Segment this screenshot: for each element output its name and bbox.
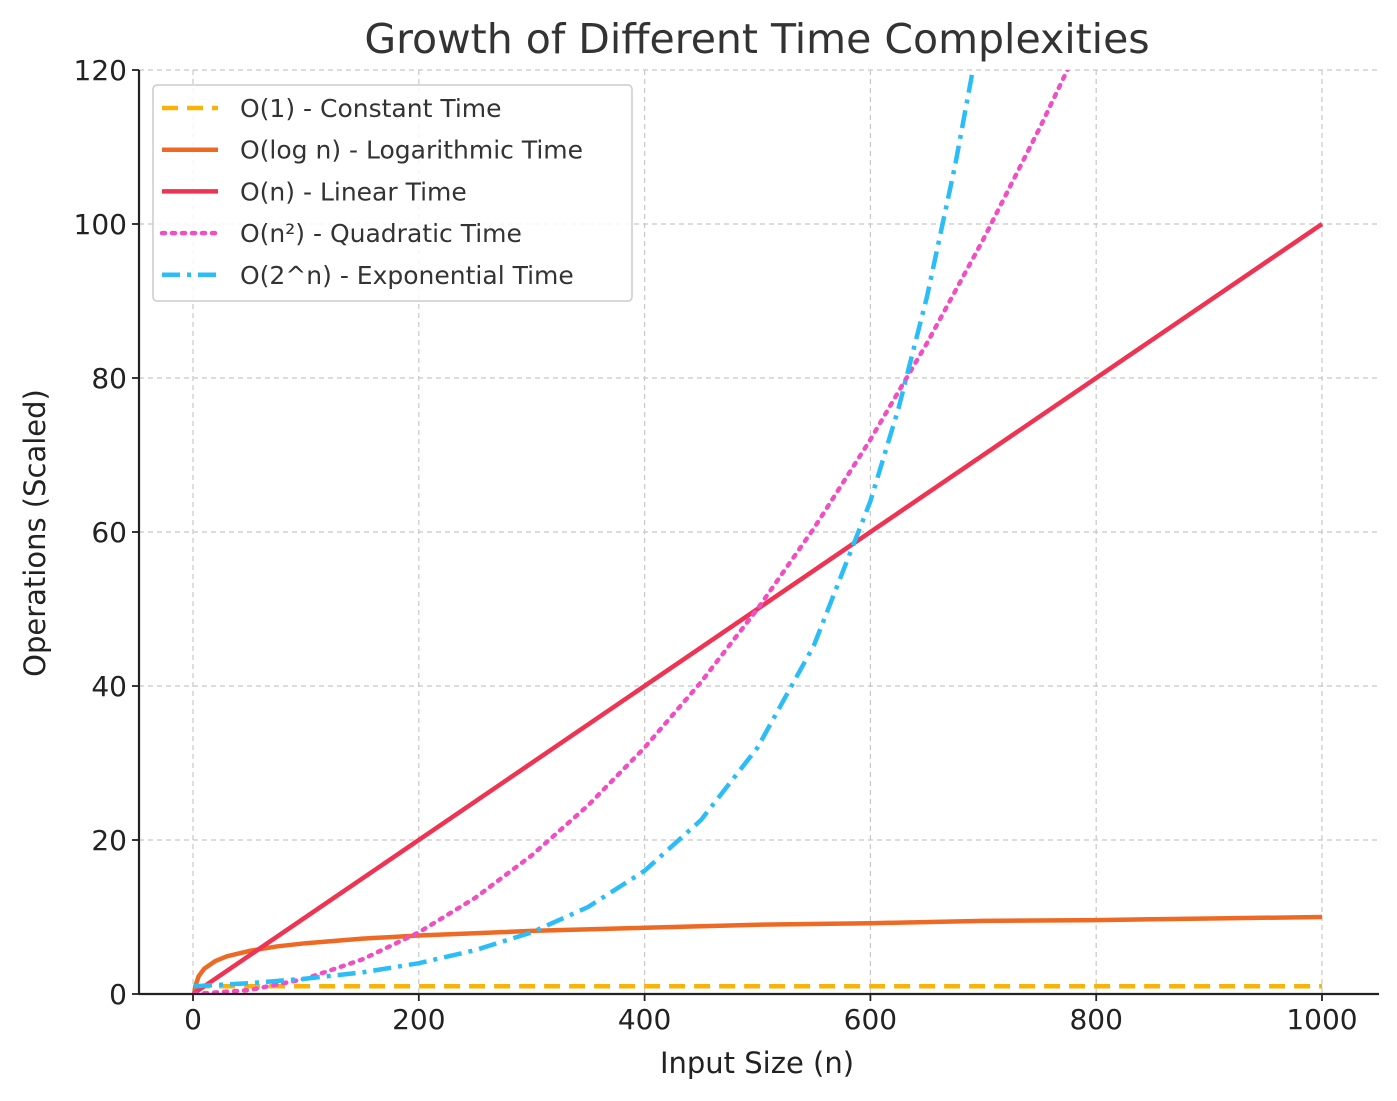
- ticks: 0 200 400 600 800 1000 0 20 40 60 80 100 120: [74, 54, 1358, 1036]
- x-tick-label: 400: [618, 1003, 671, 1036]
- y-tick-label: 20: [91, 824, 127, 857]
- y-tick-label: 100: [74, 208, 127, 241]
- y-axis-title: Operations (Scaled): [18, 389, 52, 677]
- x-tick-label: 1000: [1286, 1003, 1357, 1036]
- series-line-4: [193, 70, 976, 989]
- y-tick-label: 120: [74, 54, 127, 87]
- legend-box: [152, 84, 633, 302]
- x-tick-label: 200: [392, 1003, 445, 1036]
- legend: O(1) - Constant Time O(log n) - Logarithm…: [152, 84, 633, 302]
- series-line-1: [191, 914, 1323, 994]
- y-tick-label: 60: [91, 516, 127, 549]
- x-tick-label: 800: [1069, 1003, 1122, 1036]
- legend-label-2: O(n) - Linear Time: [240, 177, 467, 206]
- legend-label-0: O(1) - Constant Time: [240, 94, 502, 123]
- x-axis-title: Input Size (n): [660, 1046, 854, 1080]
- series-layer: [191, 70, 1324, 994]
- x-tick-label: 0: [184, 1003, 202, 1036]
- legend-label-1: O(log n) - Logarithmic Time: [240, 136, 583, 165]
- legend-label-3: O(n²) - Quadratic Time: [240, 219, 522, 248]
- y-tick-label: 40: [91, 670, 127, 703]
- legend-label-4: O(2^n) - Exponential Time: [240, 261, 574, 290]
- y-tick-label: 80: [91, 362, 127, 395]
- x-tick-label: 600: [844, 1003, 897, 1036]
- chart-title: Growth of Different Time Complexities: [364, 15, 1149, 63]
- y-tick-label: 0: [109, 978, 127, 1011]
- series-line-3: [191, 70, 1070, 994]
